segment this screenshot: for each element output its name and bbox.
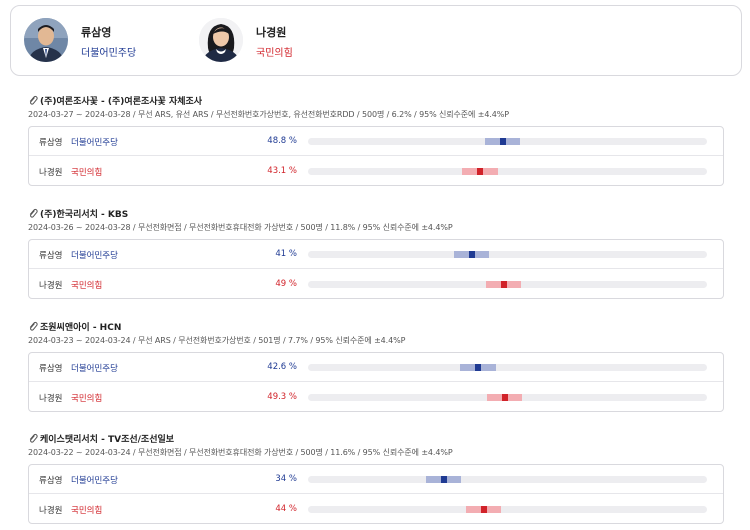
- result-name: 나경원: [39, 394, 63, 404]
- person-photo-icon: [199, 18, 243, 62]
- result-name: 류삼영: [39, 364, 63, 374]
- result-bar: [308, 281, 707, 288]
- paperclip-icon: [29, 208, 38, 218]
- paperclip-icon: [29, 321, 38, 331]
- poll-meta: 2024-03-26 ~ 2024-03-28 / 무선전화면접 / 무선전화번…: [28, 223, 453, 232]
- result-percent: 43.1 %: [267, 166, 297, 176]
- result-party: 국민의힘: [71, 506, 103, 516]
- result-row: 류삼영 더불어민주당 41 %: [29, 240, 723, 269]
- result-party: 더불어민주당: [71, 476, 118, 486]
- point-estimate: [500, 281, 507, 288]
- result-bar: [308, 251, 707, 258]
- result-row: 나경원 국민의힘 49 %: [29, 270, 723, 299]
- result-row: 나경원 국민의힘 44 %: [29, 495, 723, 524]
- avatar: [199, 18, 243, 62]
- candidate-party: 국민의힘: [256, 48, 293, 59]
- result-bar: [308, 168, 707, 175]
- result-bar: [308, 364, 707, 371]
- poll-results: 류삼영 더불어민주당 34 % 나경원 국민의힘 44 %: [28, 464, 724, 524]
- point-estimate: [440, 476, 447, 483]
- candidate-name: 나경원: [256, 26, 287, 39]
- result-name: 류삼영: [39, 476, 63, 486]
- poll-title: 조원씨앤아이 - HCN: [40, 323, 122, 333]
- result-bar: [308, 394, 707, 401]
- result-percent: 42.6 %: [267, 362, 297, 372]
- result-party: 국민의힘: [71, 168, 103, 178]
- result-party: 더불어민주당: [71, 364, 118, 374]
- poll-results: 류삼영 더불어민주당 42.6 % 나경원 국민의힘 49.3 %: [28, 352, 724, 412]
- poll-results: 류삼영 더불어민주당 41 % 나경원 국민의힘 49 %: [28, 239, 724, 299]
- point-estimate: [480, 506, 487, 513]
- point-estimate: [468, 251, 475, 258]
- result-row: 류삼영 더불어민주당 48.8 %: [29, 127, 723, 156]
- result-row: 류삼영 더불어민주당 34 %: [29, 465, 723, 494]
- poll-meta: 2024-03-22 ~ 2024-03-24 / 무선전화면접 / 무선전화번…: [28, 448, 453, 457]
- result-row: 나경원 국민의힘 43.1 %: [29, 157, 723, 186]
- poll-title: 케이스탯리서치 - TV조선/조선일보: [40, 435, 175, 445]
- poll-meta: 2024-03-27 ~ 2024-03-28 / 무선 ARS, 유선 ARS…: [28, 110, 510, 119]
- point-estimate: [476, 168, 483, 175]
- result-name: 나경원: [39, 168, 63, 178]
- poll-meta: 2024-03-23 ~ 2024-03-24 / 무선 ARS / 무선전화번…: [28, 336, 406, 345]
- result-party: 국민의힘: [71, 394, 103, 404]
- result-percent: 41 %: [275, 249, 297, 259]
- candidate-name: 류삼영: [81, 26, 112, 39]
- paperclip-icon: [29, 95, 38, 105]
- result-bar: [308, 476, 707, 483]
- result-party: 더불어민주당: [71, 138, 118, 148]
- candidate-header: 류삼영 더불어민주당 나경원 국민의힘: [10, 5, 742, 76]
- point-estimate: [501, 394, 508, 401]
- poll-results: 류삼영 더불어민주당 48.8 % 나경원 국민의힘 43.1 %: [28, 126, 724, 186]
- result-party: 국민의힘: [71, 281, 103, 291]
- result-bar: [308, 506, 707, 513]
- result-name: 나경원: [39, 506, 63, 516]
- result-percent: 49 %: [275, 279, 297, 289]
- point-estimate: [499, 138, 506, 145]
- avatar: [24, 18, 68, 62]
- poll-title: (주)한국리서치 - KBS: [40, 210, 129, 220]
- person-photo-icon: [24, 18, 68, 62]
- point-estimate: [474, 364, 481, 371]
- result-name: 류삼영: [39, 138, 63, 148]
- result-percent: 49.3 %: [267, 392, 297, 402]
- result-row: 나경원 국민의힘 49.3 %: [29, 383, 723, 412]
- result-bar: [308, 138, 707, 145]
- result-percent: 44 %: [275, 504, 297, 514]
- paperclip-icon: [29, 433, 38, 443]
- result-row: 류삼영 더불어민주당 42.6 %: [29, 353, 723, 382]
- result-name: 류삼영: [39, 251, 63, 261]
- result-party: 더불어민주당: [71, 251, 118, 261]
- result-name: 나경원: [39, 281, 63, 291]
- result-percent: 48.8 %: [267, 136, 297, 146]
- poll-title: (주)여론조사꽃 - (주)여론조사꽃 자체조사: [40, 97, 203, 107]
- result-percent: 34 %: [275, 474, 297, 484]
- candidate-party: 더불어민주당: [81, 48, 137, 59]
